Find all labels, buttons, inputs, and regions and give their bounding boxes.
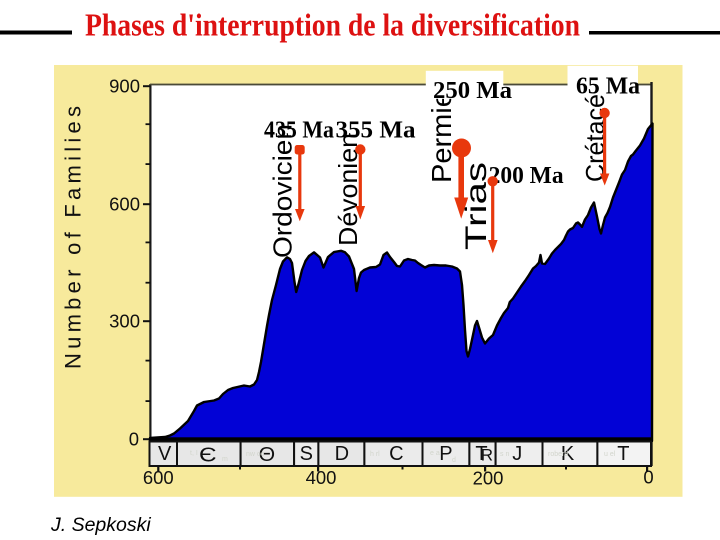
- svg-text:m: m: [222, 456, 228, 463]
- svg-text:nw oc: nw oc: [246, 451, 265, 458]
- svg-text:65 Ma: 65 Ma: [576, 74, 640, 100]
- svg-text:T: T: [617, 443, 629, 465]
- svg-text:355 Ma: 355 Ma: [336, 118, 416, 144]
- svg-text:435 Ma: 435 Ma: [264, 118, 334, 144]
- svg-text:t, I: t, I: [190, 450, 198, 457]
- svg-text:Ordovicien: Ordovicien: [268, 124, 298, 258]
- svg-text:250 Ma: 250 Ma: [433, 78, 512, 104]
- svg-text:Θ: Θ: [259, 444, 276, 466]
- svg-text:900: 900: [109, 76, 140, 97]
- svg-text:P: P: [439, 443, 452, 465]
- svg-text:0: 0: [129, 429, 139, 450]
- svg-text:d: d: [452, 457, 456, 464]
- svg-text:u el: u el: [604, 451, 616, 458]
- svg-text:K: K: [561, 443, 575, 465]
- svg-text:s n: s n: [500, 451, 509, 458]
- svg-text:e a: e a: [430, 450, 440, 457]
- svg-text:600: 600: [109, 194, 140, 215]
- svg-text:roberd: roberd: [548, 451, 568, 458]
- svg-text:400: 400: [306, 467, 337, 488]
- svg-text:J: J: [512, 443, 522, 465]
- svg-text:V: V: [158, 443, 172, 465]
- svg-text:D: D: [335, 443, 349, 465]
- svg-text:Є: Є: [199, 445, 217, 467]
- svg-text:600: 600: [143, 467, 174, 488]
- svg-text:J. Sepkoski: J. Sepkoski: [50, 514, 151, 536]
- svg-text:Number of Families: Number of Families: [61, 106, 86, 369]
- svg-text:300: 300: [109, 311, 140, 332]
- svg-text:C: C: [389, 443, 403, 465]
- svg-text:T: T: [475, 443, 487, 465]
- svg-text:S: S: [300, 443, 313, 465]
- svg-text:h rl: h rl: [370, 451, 380, 458]
- svg-text:.: .: [300, 447, 302, 454]
- svg-text:200 Ma: 200 Ma: [489, 163, 564, 189]
- svg-text:Phases d'interruption de la di: Phases d'interruption de la diversificat…: [85, 7, 580, 43]
- svg-text:R: R: [481, 446, 493, 465]
- svg-text:0: 0: [643, 467, 653, 488]
- svg-text:Trias: Trias: [460, 162, 493, 250]
- svg-text:200: 200: [473, 468, 504, 489]
